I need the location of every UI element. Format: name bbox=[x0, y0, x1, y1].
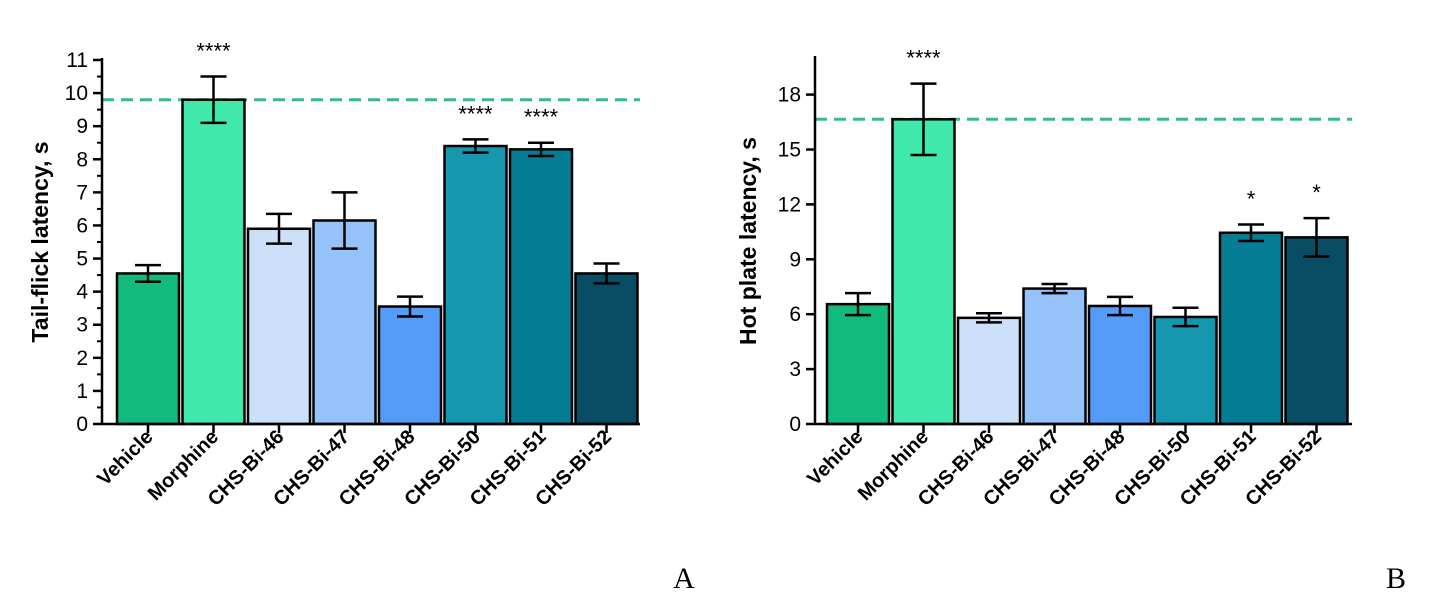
y-tick-label-4: 12 bbox=[778, 193, 801, 216]
error-bar-4 bbox=[1107, 295, 1133, 317]
error-bar-5 bbox=[462, 138, 489, 154]
error-bar-3 bbox=[1041, 282, 1068, 295]
bar-2 bbox=[956, 316, 1022, 426]
error-bar-0 bbox=[845, 291, 871, 317]
y-tick-label-2: 2 bbox=[76, 347, 88, 370]
y-tick-label-3: 9 bbox=[789, 248, 801, 271]
bar-0 bbox=[825, 302, 891, 426]
y-tick-label-2: 6 bbox=[789, 303, 801, 326]
error-bar-0 bbox=[135, 263, 161, 283]
error-bar-2 bbox=[266, 212, 292, 245]
bar-1 bbox=[891, 118, 956, 426]
y-tick-label-6: 6 bbox=[76, 214, 88, 237]
significance-label-6: * bbox=[1247, 187, 1256, 212]
bar-3 bbox=[1022, 287, 1087, 426]
y-tick-label-8: 8 bbox=[76, 148, 88, 171]
y-tick-label-7: 7 bbox=[76, 181, 88, 204]
error-bar-6 bbox=[528, 141, 554, 158]
y-tick-label-0: 0 bbox=[789, 413, 801, 436]
y-tick-label-6: 18 bbox=[778, 84, 801, 107]
error-bar-2 bbox=[976, 312, 1002, 324]
y-axis-title: Tail-flick latency, s bbox=[27, 141, 53, 342]
bar-6 bbox=[1218, 231, 1284, 426]
category-label-0: Vehicle bbox=[803, 426, 867, 490]
panel-label: A bbox=[673, 562, 695, 595]
error-bar-5 bbox=[1172, 306, 1199, 328]
bar-3 bbox=[312, 219, 377, 426]
y-tick-label-10: 10 bbox=[65, 82, 88, 105]
bar-4 bbox=[1087, 304, 1153, 426]
chart-b: Vehicle****MorphineCHS-Bi-46CHS-Bi-47CHS… bbox=[735, 46, 1406, 595]
error-bar-3 bbox=[331, 191, 358, 250]
y-tick-label-1: 1 bbox=[76, 380, 88, 403]
bar-6 bbox=[508, 148, 574, 426]
y-tick-label-3: 3 bbox=[76, 314, 88, 337]
significance-label-1: **** bbox=[196, 39, 231, 64]
error-bar-7 bbox=[593, 262, 620, 285]
significance-label-5: **** bbox=[458, 101, 493, 126]
error-bar-6 bbox=[1238, 223, 1264, 243]
y-axis-title: Hot plate latency, s bbox=[735, 137, 761, 345]
bar-5 bbox=[443, 144, 508, 426]
y-tick-label-4: 4 bbox=[76, 281, 88, 304]
y-tick-label-1: 3 bbox=[789, 358, 801, 381]
bar-1 bbox=[181, 98, 246, 426]
bar-5 bbox=[1153, 315, 1218, 426]
error-bar-1 bbox=[910, 82, 937, 157]
bar-7 bbox=[1284, 236, 1349, 426]
bar-4 bbox=[377, 305, 443, 426]
panel-label: B bbox=[1386, 562, 1406, 595]
y-tick-label-0: 0 bbox=[76, 413, 88, 436]
error-bar-4 bbox=[397, 295, 423, 318]
bar-7 bbox=[574, 272, 639, 426]
y-tick-label-9: 9 bbox=[76, 115, 88, 138]
significance-label-6: **** bbox=[524, 105, 559, 130]
chart-a: Vehicle****MorphineCHS-Bi-46CHS-Bi-47CHS… bbox=[27, 39, 695, 595]
error-bar-7 bbox=[1303, 216, 1330, 258]
significance-label-7: * bbox=[1312, 180, 1321, 205]
y-tick-label-11: 11 bbox=[66, 49, 88, 72]
error-bar-1 bbox=[200, 75, 227, 125]
bar-2 bbox=[246, 227, 312, 426]
bar-0 bbox=[115, 272, 181, 426]
category-label-0: Vehicle bbox=[93, 426, 157, 490]
significance-label-1: **** bbox=[906, 46, 941, 71]
y-tick-label-5: 5 bbox=[76, 248, 88, 271]
y-tick-label-5: 15 bbox=[778, 139, 801, 162]
